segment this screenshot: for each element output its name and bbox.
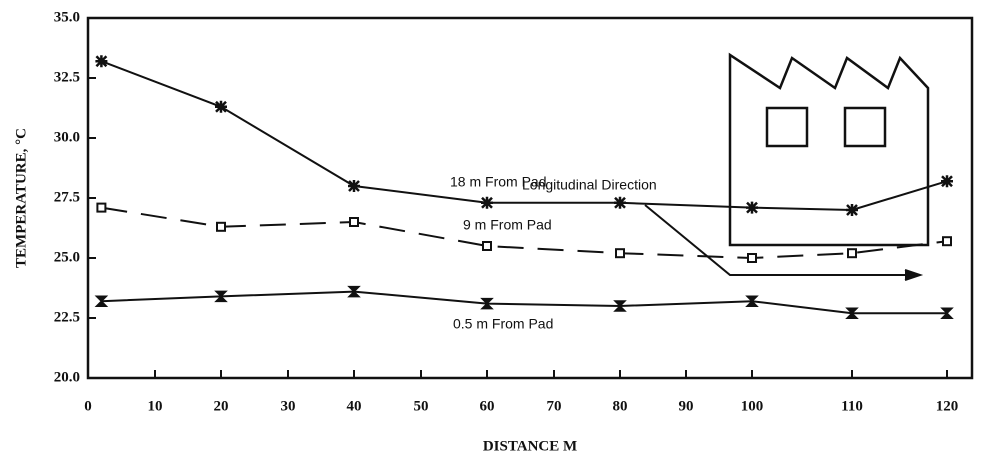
marker-shape xyxy=(483,242,491,250)
data-point xyxy=(95,55,107,67)
data-point xyxy=(943,237,951,245)
marker-shape xyxy=(348,180,360,192)
marker-shape xyxy=(215,101,227,113)
factory-icon xyxy=(730,55,928,245)
x-tick-label: 100 xyxy=(741,398,764,414)
series-line xyxy=(101,208,947,258)
series-label: 9 m From Pad xyxy=(463,217,552,233)
marker-shape xyxy=(95,55,107,67)
x-axis-label: DISTANCE M xyxy=(483,438,577,454)
x-tick-label: 70 xyxy=(547,398,562,414)
marker-shape xyxy=(748,254,756,262)
data-point xyxy=(217,223,225,231)
data-point xyxy=(746,202,758,214)
x-tick-label: 20 xyxy=(214,398,229,414)
y-tick-label: 22.5 xyxy=(54,309,80,325)
y-tick-label: 32.5 xyxy=(54,69,80,85)
direction-arrow xyxy=(645,205,920,280)
x-tick-label: 80 xyxy=(613,398,628,414)
data-point xyxy=(350,218,358,226)
marker-shape xyxy=(941,175,953,187)
data-point xyxy=(614,197,626,209)
marker-shape xyxy=(350,218,358,226)
data-point xyxy=(748,254,756,262)
data-point xyxy=(848,249,856,257)
x-tick-label: 0 xyxy=(84,398,92,414)
marker-shape xyxy=(848,249,856,257)
x-tick-label: 110 xyxy=(841,398,863,414)
series-label: 18 m From Pad xyxy=(450,174,546,190)
y-tick-label: 30.0 xyxy=(54,129,80,145)
marker-shape xyxy=(97,204,105,212)
data-point xyxy=(846,204,858,216)
y-axis-label: TEMPERATURE, °C xyxy=(13,128,29,268)
data-point xyxy=(616,249,624,257)
x-tick-label: 50 xyxy=(414,398,429,414)
x-tick-label: 90 xyxy=(679,398,694,414)
x-tick-label: 40 xyxy=(347,398,362,414)
x-tick-label: 30 xyxy=(281,398,296,414)
y-tick-label: 35.0 xyxy=(54,9,80,25)
x-tick-label: 60 xyxy=(480,398,495,414)
marker-shape xyxy=(846,204,858,216)
data-point xyxy=(941,175,953,187)
data-point xyxy=(97,204,105,212)
series-line xyxy=(101,292,947,314)
marker-shape xyxy=(217,223,225,231)
y-tick-label: 27.5 xyxy=(54,189,80,205)
x-tick-label: 10 xyxy=(148,398,163,414)
chart: DISTANCE M TEMPERATURE, °C Longitudinal … xyxy=(0,0,993,459)
data-point xyxy=(481,197,493,209)
data-point xyxy=(348,180,360,192)
marker-shape xyxy=(943,237,951,245)
y-tick-label: 20.0 xyxy=(54,369,80,385)
marker-shape xyxy=(614,197,626,209)
data-point xyxy=(215,101,227,113)
y-tick-label: 25.0 xyxy=(54,249,80,265)
x-tick-label: 120 xyxy=(936,398,959,414)
marker-shape xyxy=(746,202,758,214)
series-label: 0.5 m From Pad xyxy=(453,316,553,332)
marker-shape xyxy=(616,249,624,257)
data-point xyxy=(483,242,491,250)
marker-shape xyxy=(481,197,493,209)
